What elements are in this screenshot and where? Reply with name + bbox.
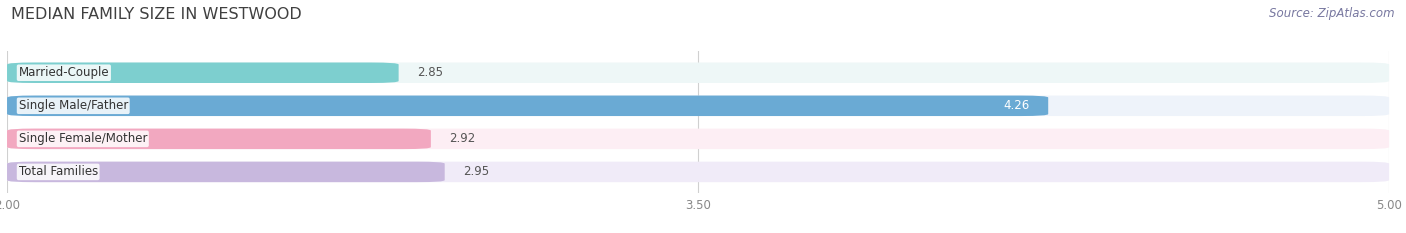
- FancyBboxPatch shape: [7, 162, 444, 182]
- Text: Source: ZipAtlas.com: Source: ZipAtlas.com: [1270, 7, 1395, 20]
- FancyBboxPatch shape: [7, 62, 1389, 83]
- Text: MEDIAN FAMILY SIZE IN WESTWOOD: MEDIAN FAMILY SIZE IN WESTWOOD: [11, 7, 302, 22]
- Text: Married-Couple: Married-Couple: [18, 66, 110, 79]
- FancyBboxPatch shape: [7, 62, 399, 83]
- Text: Single Female/Mother: Single Female/Mother: [18, 132, 148, 145]
- Text: 2.92: 2.92: [450, 132, 475, 145]
- Text: Single Male/Father: Single Male/Father: [18, 99, 128, 112]
- FancyBboxPatch shape: [7, 129, 430, 149]
- FancyBboxPatch shape: [7, 162, 1389, 182]
- Text: 4.26: 4.26: [1004, 99, 1029, 112]
- FancyBboxPatch shape: [7, 96, 1389, 116]
- Text: Total Families: Total Families: [18, 165, 98, 178]
- FancyBboxPatch shape: [7, 129, 1389, 149]
- Text: 2.95: 2.95: [463, 165, 489, 178]
- Text: 2.85: 2.85: [418, 66, 443, 79]
- FancyBboxPatch shape: [7, 96, 1049, 116]
